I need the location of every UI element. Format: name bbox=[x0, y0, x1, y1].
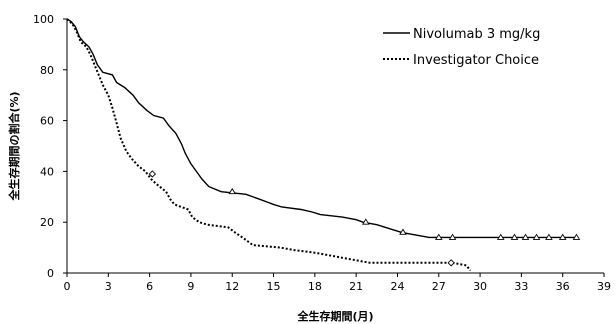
x-tick-label: 33 bbox=[514, 280, 528, 293]
x-tick-label: 27 bbox=[432, 280, 446, 293]
x-tick-label: 36 bbox=[556, 280, 570, 293]
y-tick-label: 40 bbox=[40, 165, 54, 178]
censor-marker-1 bbox=[496, 233, 505, 240]
censor-marker-1 bbox=[521, 233, 530, 240]
y-tick-label: 100 bbox=[33, 13, 54, 26]
censor-marker-1 bbox=[399, 228, 407, 235]
censor-marker-1 bbox=[545, 233, 553, 240]
censor-marker-1 bbox=[532, 233, 541, 240]
censor-marker-1 bbox=[434, 233, 443, 240]
y-tick-label: 20 bbox=[40, 216, 54, 229]
legend-label-2: Investigator Choice bbox=[413, 53, 539, 68]
series-line-2 bbox=[66, 18, 472, 272]
x-tick-label: 21 bbox=[349, 280, 363, 293]
x-tick-label: 12 bbox=[225, 280, 239, 293]
censor-marker-1 bbox=[572, 233, 581, 240]
axes bbox=[63, 18, 605, 277]
y-tick-label: 0 bbox=[47, 267, 54, 280]
x-tick-label: 0 bbox=[64, 280, 71, 293]
series-lines bbox=[66, 18, 577, 272]
legend-label-1: Nivolumab 3 mg/kg bbox=[413, 27, 540, 42]
y-axis-label: 全生存期間の割合(%) bbox=[7, 91, 21, 201]
x-tick-label: 15 bbox=[267, 280, 281, 293]
x-tick-label: 9 bbox=[187, 280, 194, 293]
censor-marker-2 bbox=[447, 259, 455, 267]
x-tick-label: 6 bbox=[146, 280, 153, 293]
legend: Nivolumab 3 mg/kg Investigator Choice bbox=[383, 27, 540, 68]
x-tick-label: 18 bbox=[308, 280, 322, 293]
y-tick-label: 80 bbox=[40, 64, 54, 77]
censor-marker-2 bbox=[148, 170, 157, 178]
y-tick-label: 60 bbox=[40, 115, 54, 128]
x-tick-label: 30 bbox=[473, 280, 487, 293]
censor-marker-1 bbox=[228, 187, 237, 195]
censor-markers bbox=[148, 170, 581, 267]
x-tick-label: 39 bbox=[597, 280, 611, 293]
x-tick-label: 3 bbox=[105, 280, 112, 293]
censor-marker-1 bbox=[510, 233, 519, 240]
censor-marker-1 bbox=[361, 218, 370, 225]
censor-marker-1 bbox=[558, 233, 567, 240]
x-axis-label: 全生存期間(月) bbox=[296, 309, 373, 323]
series-line-1 bbox=[66, 18, 577, 239]
censor-marker-1 bbox=[448, 233, 457, 240]
x-tick-label: 24 bbox=[390, 280, 404, 293]
